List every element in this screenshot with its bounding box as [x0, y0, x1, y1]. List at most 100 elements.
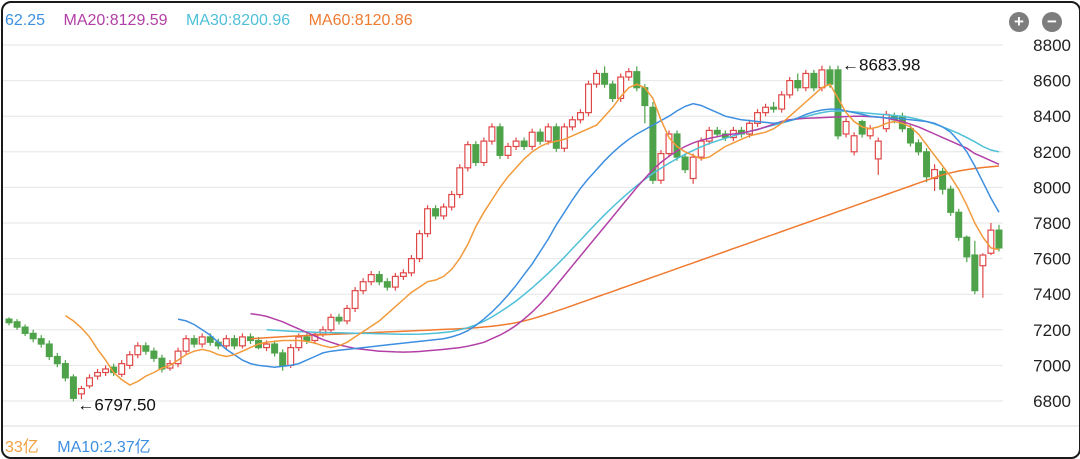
candle-down: [45, 343, 53, 358]
candle-up: [287, 347, 295, 367]
candle-down: [995, 229, 1003, 249]
candle-up: [786, 79, 794, 96]
candle-down: [303, 336, 311, 342]
candle-up: [464, 144, 472, 169]
candle-up: [440, 206, 448, 217]
ma30-line: [266, 110, 1000, 336]
candle-down: [713, 129, 721, 135]
candle-up: [351, 290, 359, 310]
candle-down: [971, 254, 979, 292]
legend-volume-ma10: MA10:2.37亿: [57, 439, 151, 456]
candle-down: [914, 142, 922, 153]
candle-down: [536, 131, 544, 142]
candle-down: [279, 352, 287, 367]
candle-up: [842, 120, 850, 135]
ma10-line: [177, 102, 1000, 368]
candle-down: [906, 128, 914, 144]
candle-up: [979, 254, 987, 267]
ma5-line: [64, 83, 1000, 386]
candle-up: [593, 72, 601, 85]
candle-down: [230, 338, 238, 347]
candle-up: [745, 122, 753, 135]
candle-up: [391, 275, 399, 288]
candle-up: [407, 258, 415, 274]
candle-up: [705, 129, 713, 142]
candle-up: [818, 69, 826, 89]
candle-down: [383, 281, 391, 288]
candle-down: [142, 345, 150, 352]
legend-volume-ma5: 33亿: [5, 439, 39, 456]
candle-up: [689, 156, 697, 180]
y-tick-label: 7800: [1033, 214, 1071, 233]
y-tick-label: 6800: [1033, 392, 1071, 411]
candle-up: [118, 363, 126, 375]
candle-up: [504, 145, 512, 156]
candle-up: [512, 140, 520, 148]
candle-up: [874, 140, 882, 160]
candle-up: [850, 135, 858, 153]
y-tick-label: 8200: [1033, 143, 1071, 162]
candle-down: [681, 156, 689, 171]
candle-down: [271, 343, 279, 354]
candle-up: [778, 94, 786, 110]
volume-legend-bottom: 33亿 MA10:2.37亿: [5, 433, 165, 457]
candle-up: [263, 343, 271, 349]
candle-down: [21, 326, 29, 334]
candle-up: [182, 338, 190, 352]
candle-up: [102, 368, 110, 374]
y-tick-label: 7400: [1033, 285, 1071, 304]
candle-down: [13, 321, 21, 328]
candle-up: [367, 274, 375, 283]
candle-up: [295, 336, 303, 349]
candle-down: [206, 336, 214, 343]
candle-up: [86, 377, 94, 387]
candle-up: [222, 338, 230, 347]
y-tick-label: 8600: [1033, 72, 1071, 91]
candle-up: [544, 126, 552, 142]
candle-down: [53, 355, 61, 365]
candle-up: [343, 307, 351, 322]
candle-down: [649, 106, 657, 181]
candle-up: [866, 128, 874, 137]
candle-down: [335, 316, 343, 322]
candle-down: [69, 376, 77, 399]
candle-down: [947, 188, 955, 213]
candle-up: [585, 83, 593, 114]
candle-up: [424, 208, 432, 235]
candle-down: [810, 72, 818, 89]
candle-down: [633, 71, 641, 89]
candle-down: [939, 170, 947, 190]
candle-up: [665, 133, 673, 155]
candle-down: [794, 79, 802, 89]
candle-up: [399, 272, 407, 277]
y-tick-label: 7000: [1033, 356, 1071, 375]
y-tick-label: 8000: [1033, 178, 1071, 197]
candle-down: [432, 208, 440, 217]
candle-up: [198, 336, 206, 345]
candle-down: [770, 106, 778, 110]
legend-ma60: MA60:8120.86: [308, 12, 413, 29]
candle-up: [126, 354, 134, 367]
candle-up: [882, 113, 890, 130]
candle-up: [931, 169, 939, 180]
candle-up: [456, 167, 464, 196]
candle-down: [472, 144, 480, 164]
candle-down: [61, 363, 69, 379]
candle-up: [576, 112, 584, 121]
y-tick-label: 8400: [1033, 107, 1071, 126]
candle-up: [697, 140, 705, 158]
candle-up: [625, 71, 633, 78]
candle-up: [528, 131, 536, 148]
candle-down: [963, 236, 971, 258]
candle-down: [552, 126, 560, 149]
candle-up: [480, 140, 488, 164]
candle-up: [617, 76, 625, 100]
candlestick-chart[interactable]: 6800 7000 7200 7400 7600 7800 8000 8200 8400 8600…: [3, 3, 1079, 457]
zoom-out-button[interactable]: −: [1042, 12, 1062, 32]
y-tick-label: 7200: [1033, 321, 1071, 340]
zoom-in-button[interactable]: +: [1009, 12, 1029, 32]
price-annotation: ←8683.98: [842, 56, 920, 75]
candle-up: [77, 387, 85, 395]
candle-down: [601, 72, 609, 85]
